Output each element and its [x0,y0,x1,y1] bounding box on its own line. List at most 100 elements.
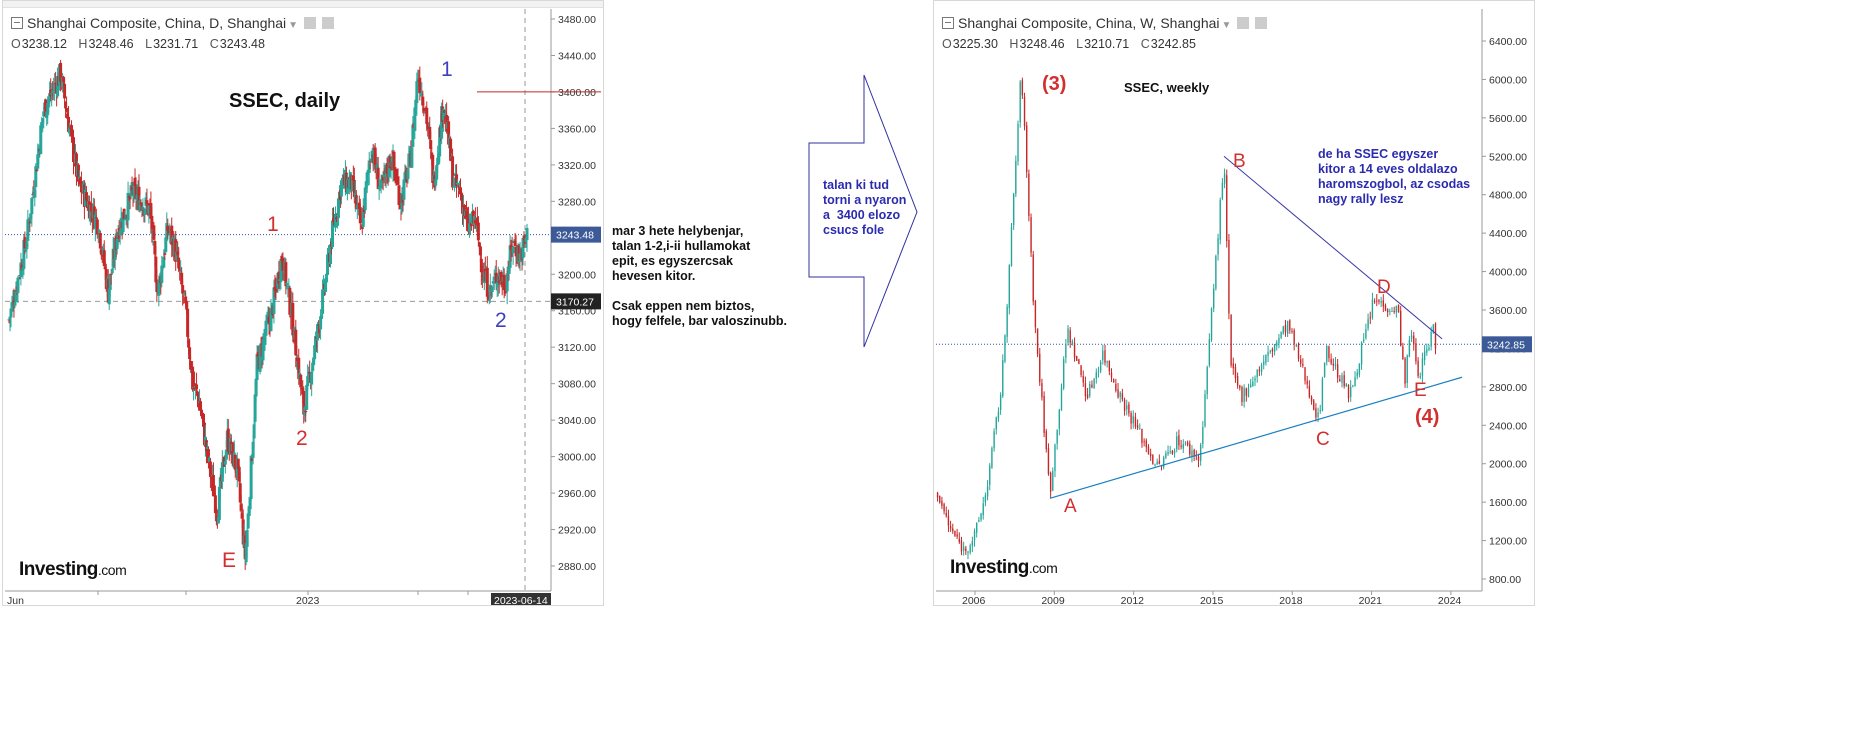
wave-label-3: (3) [1042,73,1067,95]
candle-body [434,179,438,186]
candle-body [1241,386,1243,403]
candle-body [971,541,974,546]
candle-body [305,385,309,410]
low-value: 3231.71 [153,37,199,51]
chevron-down-icon[interactable]: ▼ [288,20,299,31]
candle-body [997,411,1000,419]
candle-body [420,93,424,97]
candle-body [1106,361,1108,363]
candle-body [1404,358,1406,384]
y-tick-label: 5600.00 [1489,113,1527,125]
candle-body [1095,372,1097,379]
daily-chart-plot[interactable]: 2880.00 2920.00 2960.00 3000.00 3040.00 3080.… [3,1,603,605]
candle-body [499,271,503,282]
candle-body [145,200,149,204]
settings-icon[interactable] [304,17,317,29]
candle-body [204,440,208,452]
candle-body [1239,385,1241,388]
candle-body [1430,331,1432,347]
candle-body [347,179,351,191]
candle-body [1173,450,1176,454]
candle-body [1256,369,1258,378]
candle-body [115,239,119,249]
y-tick-label: 3320.00 [558,160,596,172]
candle-body [1413,335,1415,345]
candle-body [240,513,244,519]
candle-body [1199,444,1202,461]
candle-body [462,204,466,217]
candle-body [207,457,211,463]
candle-body [137,186,141,211]
price-tag-text: 3243.48 [556,230,594,242]
candle-body [36,154,40,169]
candle-body [289,316,293,318]
candle-body [478,246,482,256]
y-tick-label: 3600.00 [1489,305,1527,317]
candle-body [78,177,82,185]
candle-body [281,257,285,271]
wave-label-4: (4) [1415,406,1440,428]
y-tick-label: 3360.00 [558,123,596,135]
candle-body [1034,300,1037,328]
candle-body [1091,384,1093,388]
candle-body [1313,400,1315,410]
wave-label-right-2: 2 [495,309,507,332]
weekly-chart-plot[interactable]: 800.00 1200.00 1600.00 2000.00 2400.00 2800.0… [934,1,1534,605]
candle-body [1391,311,1393,313]
candle-body [1367,319,1369,329]
candle-body [1263,361,1265,365]
candle-body [253,394,257,422]
candle-body [1223,173,1226,184]
candle-body [175,251,179,261]
candle-body [355,205,359,208]
candle-body [182,290,186,294]
middle-comment: mar 3 hete helybenjar, talan 1-2,i-ii hu… [612,224,788,328]
gear-icon[interactable] [322,17,335,29]
candle-body [1008,265,1011,309]
candle-body [107,288,111,305]
candle-body [490,287,494,292]
candle-body [1047,448,1050,474]
candle-body [1365,329,1367,339]
candle-body [1028,173,1030,217]
gear-icon[interactable] [1255,17,1268,29]
candle-body [1373,301,1376,303]
candle-body [177,257,181,269]
candle-body [154,256,158,283]
candle-body [94,217,98,219]
candle-body [1180,445,1182,447]
candle-body [270,303,274,307]
candle-body [37,147,41,158]
candle-body [369,158,373,162]
candle-body [1067,328,1069,343]
date-tag-text: 2023-06-14 [494,595,548,605]
candle-body [945,513,947,517]
candle-body [1269,350,1271,352]
candle-body [324,278,328,292]
candle-body [358,207,362,224]
candle-body [20,264,24,270]
candle-body [1384,304,1387,311]
candle-body [79,181,83,193]
candle-body [17,278,21,280]
candle-body [376,167,380,189]
point-label-E: E [1414,380,1427,401]
settings-icon[interactable] [1237,17,1250,29]
chevron-down-icon[interactable]: ▼ [1221,20,1232,31]
lower-trendline [1049,376,1463,499]
collapse-icon[interactable] [11,17,23,29]
candle-body [415,81,419,104]
candle-body [503,286,507,294]
candle-body [1345,383,1348,387]
candle-body [1202,427,1204,445]
candle-body [1084,383,1087,397]
candle-body [475,217,479,226]
close-value: 3242.85 [1150,37,1196,51]
collapse-icon[interactable] [942,17,954,29]
candle-body [1030,217,1032,253]
candle-body [256,351,260,357]
candle-body [1065,344,1067,358]
candle-body [1328,346,1330,359]
candle-body [1115,383,1117,391]
chart-header: Shanghai Composite, China, D, Shanghai ▼ [11,15,335,31]
